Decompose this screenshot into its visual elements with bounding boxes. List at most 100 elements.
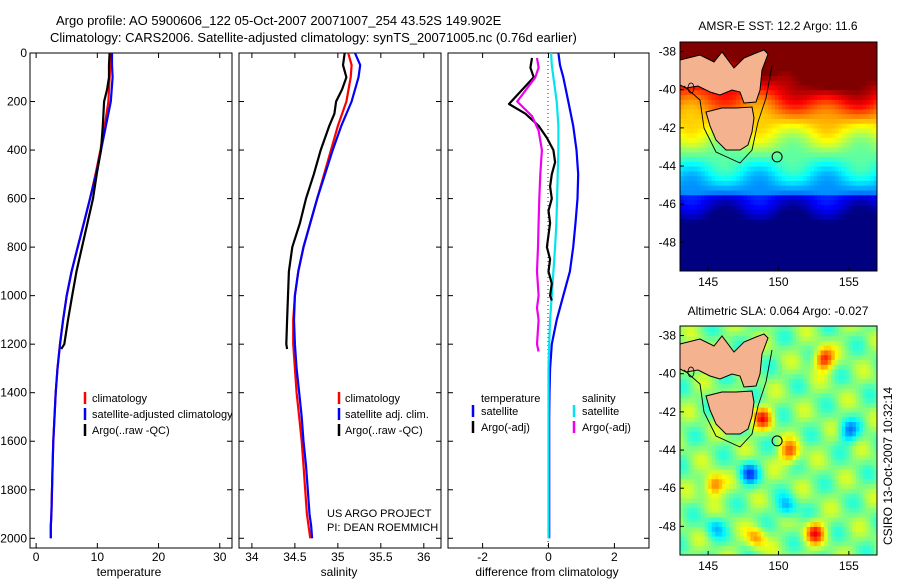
- heatmap-cell: [725, 46, 730, 53]
- heatmap-cell: [789, 189, 794, 196]
- heatmap-cell: [753, 46, 758, 53]
- heatmap-cell: [848, 132, 853, 139]
- heatmap-cell: [866, 118, 871, 124]
- legend-heading-temperature: temperature: [481, 393, 540, 405]
- heatmap-cell: [796, 383, 801, 389]
- heatmap-cell: [701, 535, 706, 542]
- heatmap-cell: [771, 397, 776, 403]
- heatmap-cell: [831, 426, 836, 432]
- heatmap-cell: [848, 94, 853, 100]
- heatmap-cell: [820, 388, 825, 394]
- heatmap-cell: [813, 411, 818, 418]
- heatmap-cell: [753, 251, 758, 258]
- heatmap-cell: [711, 492, 716, 499]
- heatmap-cell: [810, 330, 815, 337]
- heatmap-cell: [792, 256, 797, 263]
- heatmap-cell: [687, 383, 692, 389]
- heatmap-cell: [757, 142, 762, 148]
- heatmap-cell: [813, 266, 818, 271]
- x-tick-label: 35.5: [369, 550, 393, 564]
- heatmap-cell: [831, 373, 836, 380]
- heatmap-cell: [757, 550, 762, 555]
- heatmap-cell: [764, 223, 769, 229]
- heatmap-cell: [701, 492, 706, 499]
- heatmap-cell: [767, 445, 773, 451]
- heatmap-cell: [711, 237, 716, 243]
- heatmap-cell: [711, 204, 716, 210]
- heatmap-cell: [848, 108, 853, 115]
- heatmap-cell: [687, 526, 692, 532]
- heatmap-cell: [694, 261, 699, 267]
- heatmap-cell: [760, 99, 766, 105]
- heatmap-cell: [760, 156, 766, 162]
- heatmap-cell: [799, 194, 804, 201]
- heatmap-cell: [796, 56, 801, 62]
- heatmap-cell: [803, 251, 808, 258]
- heatmap-cell: [862, 247, 868, 253]
- heatmap-cell: [746, 232, 751, 239]
- heatmap-cell: [771, 445, 776, 451]
- heatmap-cell: [760, 440, 766, 446]
- heatmap-cell: [764, 383, 769, 389]
- heatmap-cell: [862, 180, 868, 186]
- heatmap-cell: [739, 383, 744, 389]
- heatmap-cell: [683, 464, 688, 470]
- heatmap-cell: [792, 166, 797, 172]
- heatmap-cell: [715, 142, 720, 148]
- heatmap-cell: [732, 61, 737, 67]
- series-line-argo-raw-qc-: [285, 52, 348, 350]
- heatmap-cell: [718, 189, 723, 196]
- heatmap-cell: [680, 440, 685, 446]
- heatmap-cell: [845, 161, 850, 167]
- heatmap-cell: [764, 175, 769, 181]
- heatmap-cell: [694, 402, 699, 408]
- heatmap-cell: [789, 502, 794, 508]
- heatmap-cell: [831, 450, 836, 456]
- heatmap-cell: [806, 330, 811, 337]
- heatmap-cell: [813, 478, 818, 485]
- heatmap-cell: [708, 450, 713, 456]
- heatmap-cell: [750, 483, 755, 489]
- heatmap-cell: [862, 70, 868, 76]
- heatmap-cell: [873, 242, 877, 248]
- heatmap-cell: [774, 326, 780, 332]
- heatmap-cell: [796, 512, 801, 518]
- heatmap-cell: [824, 445, 829, 451]
- heatmap-cell: [750, 454, 755, 461]
- heatmap-cell: [824, 108, 829, 115]
- heatmap-cell: [725, 526, 730, 532]
- heatmap-cell: [813, 80, 818, 86]
- heatmap-cell: [778, 123, 783, 129]
- heatmap-cell: [796, 70, 801, 76]
- heatmap-cell: [866, 113, 871, 119]
- heatmap-cell: [764, 435, 769, 442]
- heatmap-cell: [824, 170, 829, 177]
- heatmap-cell: [764, 416, 769, 423]
- heatmap-cell: [869, 223, 875, 229]
- heatmap-cell: [757, 426, 762, 432]
- heatmap-cell: [813, 251, 818, 258]
- heatmap-cell: [683, 550, 688, 555]
- heatmap-cell: [789, 512, 794, 518]
- heatmap-cell: [771, 540, 776, 547]
- heatmap-cell: [859, 228, 864, 234]
- heatmap-cell: [739, 213, 744, 220]
- heatmap-cell: [803, 180, 808, 186]
- heatmap-cell: [862, 99, 868, 105]
- heatmap-cell: [771, 497, 776, 504]
- heatmap-cell: [827, 118, 832, 124]
- heatmap-cell: [820, 368, 825, 375]
- heatmap-cell: [789, 454, 794, 461]
- heatmap-cell: [841, 123, 846, 129]
- heatmap-cell: [813, 469, 818, 475]
- heatmap-cell: [803, 199, 808, 205]
- heatmap-cell: [687, 421, 692, 427]
- heatmap-cell: [680, 540, 685, 547]
- heatmap-cell: [845, 251, 850, 258]
- heatmap-cell: [831, 166, 836, 172]
- heatmap-cell: [824, 151, 829, 158]
- heatmap-cell: [824, 492, 829, 499]
- heatmap-cell: [827, 445, 832, 451]
- heatmap-cell: [803, 392, 808, 399]
- heatmap-cell: [831, 218, 836, 224]
